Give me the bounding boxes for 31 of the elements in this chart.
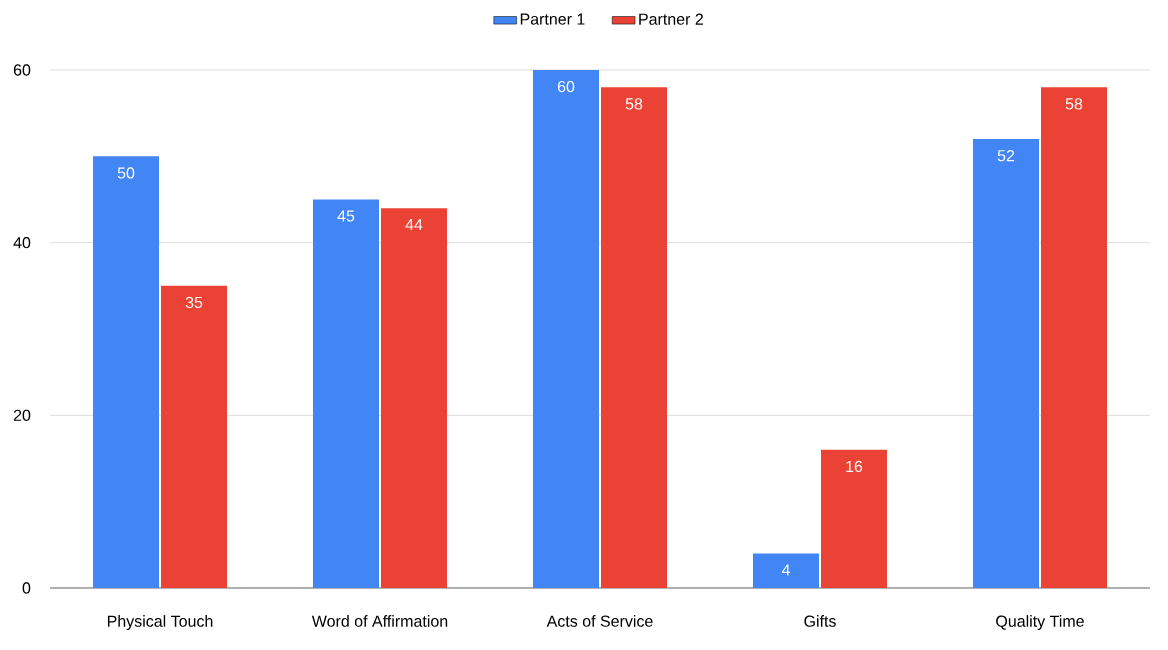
x-tick-label: Physical Touch [107, 615, 213, 631]
data-label: 35 [185, 296, 203, 309]
bar [1040, 87, 1107, 588]
data-label: 45 [337, 210, 355, 222]
bar [821, 449, 887, 588]
x-tick-label: Quality Time [996, 615, 1084, 631]
bar [161, 285, 228, 588]
data-label: 58 [625, 98, 643, 110]
data-label: 60 [557, 80, 575, 93]
bar [313, 199, 380, 588]
data-label: 16 [846, 460, 863, 473]
y-tick-label: 40 [13, 237, 31, 249]
bar [381, 208, 448, 588]
data-label: 50 [117, 167, 135, 179]
data-label: 58 [1065, 98, 1083, 110]
legend-label: Partner 1 [520, 13, 585, 25]
legend-label: Partner 2 [639, 13, 703, 25]
data-label: 44 [405, 219, 423, 231]
bar [93, 156, 160, 588]
x-tick-label: Gifts [804, 615, 836, 627]
bar [753, 553, 819, 588]
y-tick-label: 0 [22, 582, 31, 594]
bar [533, 70, 599, 588]
x-tick-label: Acts of Service [546, 615, 653, 627]
bar [973, 139, 1039, 588]
bar [601, 87, 667, 588]
data-label: 4 [781, 564, 790, 576]
x-tick-label: Word of Affirmation [311, 615, 448, 627]
data-label: 52 [997, 150, 1015, 162]
y-tick-label: 20 [13, 409, 31, 421]
y-tick-label: 60 [13, 64, 31, 76]
